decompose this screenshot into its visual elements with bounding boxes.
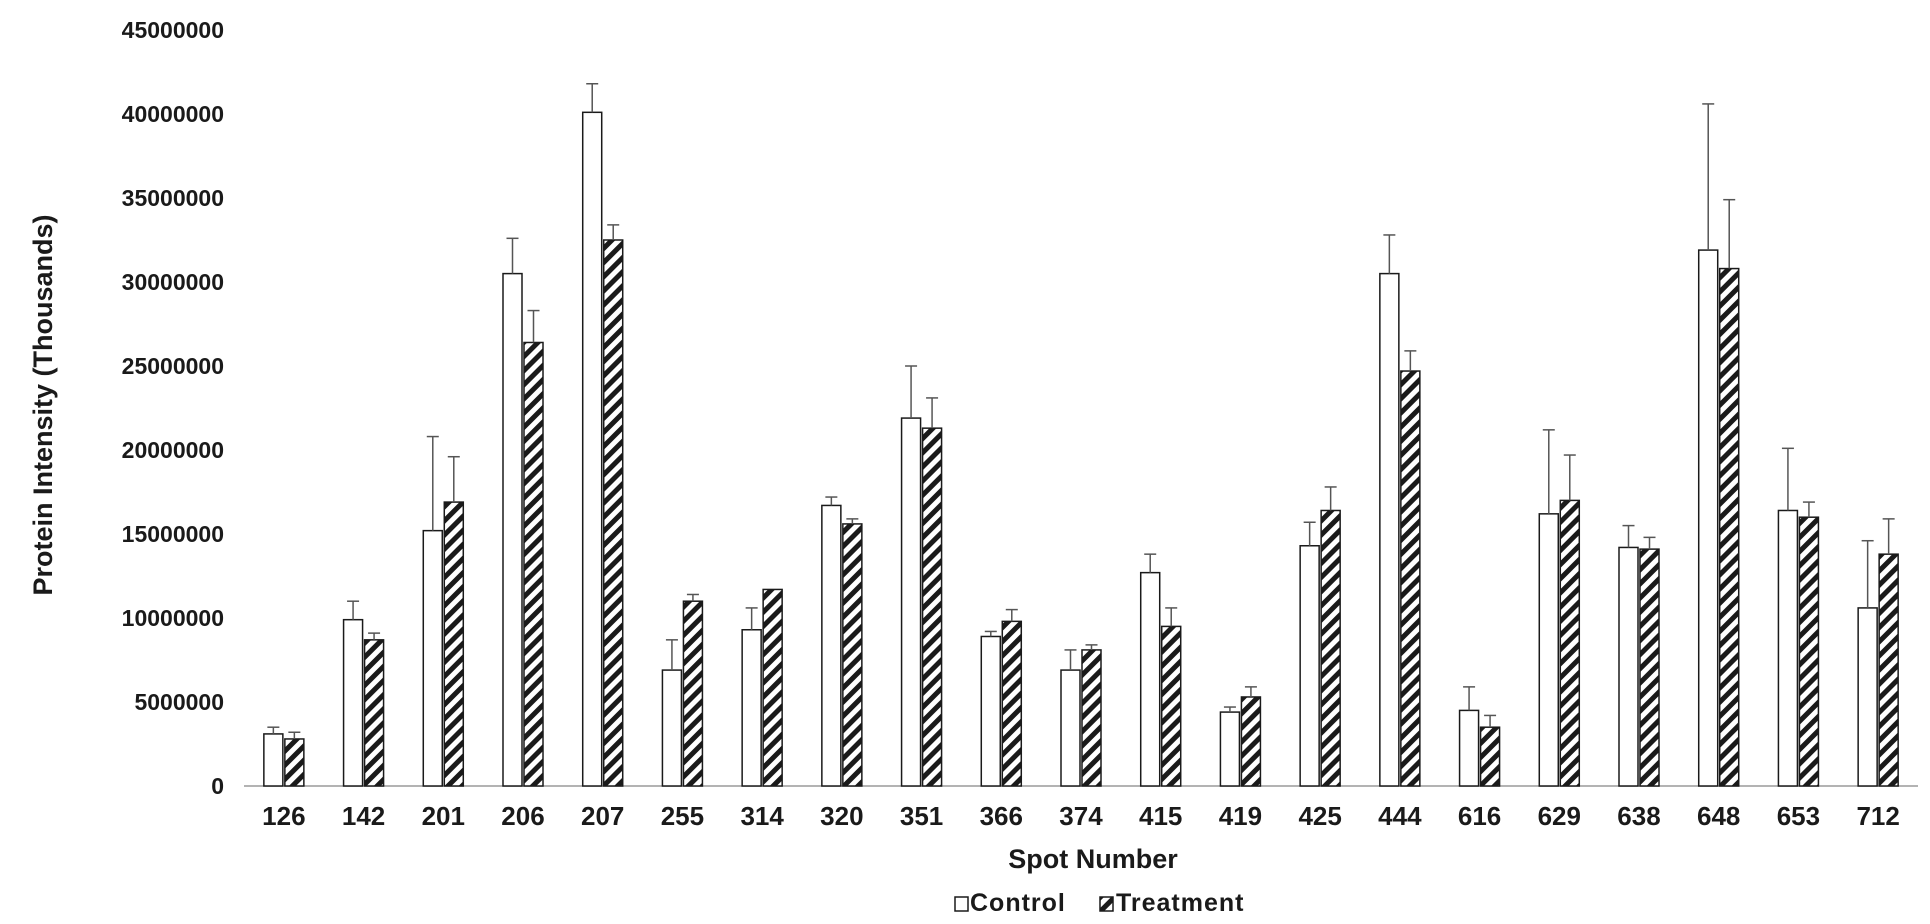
bar-control-206 — [502, 272, 523, 787]
bar-control-314 — [741, 629, 762, 787]
x-axis-tick-labels: 126 142 201 206 207 255 314 320 351 366 374 415 419 4… — [262, 801, 1900, 831]
x-tick-label: 415 — [1139, 801, 1182, 831]
x-tick-label: 314 — [740, 801, 784, 831]
bar-treatment-366 — [1001, 620, 1023, 787]
x-tick-label: 206 — [501, 801, 544, 831]
x-tick-label: 126 — [262, 801, 305, 831]
y-tick-label: 20000000 — [122, 437, 224, 463]
bar-control-201 — [422, 529, 444, 787]
bar-control-653 — [1777, 509, 1799, 787]
y-tick-label: 30000000 — [122, 269, 224, 295]
bar-control-255 — [661, 669, 683, 787]
y-tick-label: 15000000 — [122, 521, 224, 547]
bar-control-126 — [263, 733, 284, 787]
bar-treatment-255 — [682, 600, 704, 787]
bar-control-638 — [1618, 546, 1639, 787]
y-tick-label: 5000000 — [134, 689, 224, 715]
bar-control-712 — [1857, 607, 1878, 787]
x-tick-label: 207 — [581, 801, 624, 831]
bar-treatment-444 — [1400, 370, 1421, 787]
bar-treatment-419 — [1240, 696, 1262, 787]
bar-control-374 — [1060, 669, 1081, 787]
bar-control-419 — [1219, 711, 1241, 787]
y-axis-tick-labels: 0 5000000 10000000 15000000 20000000 25000000… — [122, 17, 224, 799]
y-axis-title: Protein Intensity (Thousands) — [28, 214, 58, 595]
legend-swatch-treatment — [1099, 896, 1114, 912]
x-tick-label: 648 — [1697, 801, 1740, 831]
bar-control-444 — [1379, 272, 1400, 787]
bar-control-425 — [1299, 545, 1320, 787]
legend-item-control: Control — [954, 889, 1066, 917]
x-tick-label: 255 — [661, 801, 704, 831]
bar-treatment-320 — [842, 523, 863, 787]
x-tick-label: 425 — [1298, 801, 1341, 831]
bar-series — [263, 83, 1899, 787]
bar-treatment-126 — [284, 738, 305, 787]
bar-control-629 — [1538, 513, 1560, 787]
y-tick-label: 10000000 — [122, 605, 224, 631]
x-tick-label: 142 — [342, 801, 385, 831]
y-tick-label: 35000000 — [122, 185, 224, 211]
bar-treatment-314 — [762, 588, 783, 787]
x-tick-label: 419 — [1219, 801, 1262, 831]
bar-control-415 — [1139, 571, 1161, 787]
bar-treatment-712 — [1878, 553, 1899, 787]
x-tick-label: 638 — [1617, 801, 1660, 831]
x-tick-label: 366 — [980, 801, 1023, 831]
x-axis-title: Spot Number — [1008, 844, 1178, 874]
y-tick-label: 25000000 — [122, 353, 224, 379]
bar-treatment-653 — [1798, 516, 1820, 787]
bar-treatment-415 — [1160, 625, 1182, 787]
x-tick-label: 374 — [1059, 801, 1103, 831]
x-tick-label: 351 — [900, 801, 943, 831]
bar-control-142 — [342, 618, 364, 787]
bar-treatment-142 — [363, 639, 385, 787]
y-tick-label: 0 — [211, 773, 224, 799]
legend-swatch-control — [954, 896, 969, 912]
bar-treatment-648 — [1718, 267, 1740, 787]
bar-treatment-425 — [1320, 509, 1341, 787]
bar-treatment-629 — [1559, 499, 1581, 787]
bar-treatment-638 — [1639, 548, 1660, 787]
legend-label-control: Control — [970, 889, 1066, 917]
bar-treatment-374 — [1081, 649, 1102, 787]
bar-treatment-351 — [921, 427, 943, 787]
bar-control-648 — [1697, 249, 1719, 787]
x-tick-label: 712 — [1856, 801, 1899, 831]
legend-label-treatment: Treatment — [1116, 889, 1244, 917]
bar-control-351 — [900, 417, 922, 787]
x-tick-label: 320 — [820, 801, 863, 831]
y-tick-label: 45000000 — [122, 17, 224, 43]
bar-control-366 — [980, 635, 1002, 787]
x-tick-label: 444 — [1378, 801, 1422, 831]
y-tick-label: 40000000 — [122, 101, 224, 127]
bar-treatment-207 — [602, 239, 624, 787]
legend-item-treatment: Treatment — [1099, 889, 1244, 917]
bar-control-207 — [581, 111, 603, 787]
bar-control-616 — [1458, 709, 1480, 787]
bar-treatment-206 — [523, 341, 544, 787]
x-tick-label: 653 — [1777, 801, 1820, 831]
bar-control-320 — [821, 504, 842, 787]
x-tick-label: 201 — [422, 801, 465, 831]
x-tick-label: 629 — [1538, 801, 1581, 831]
bar-treatment-201 — [443, 501, 465, 787]
legend: Control Treatment — [954, 889, 1244, 917]
bar-treatment-616 — [1479, 726, 1501, 787]
x-tick-label: 616 — [1458, 801, 1501, 831]
